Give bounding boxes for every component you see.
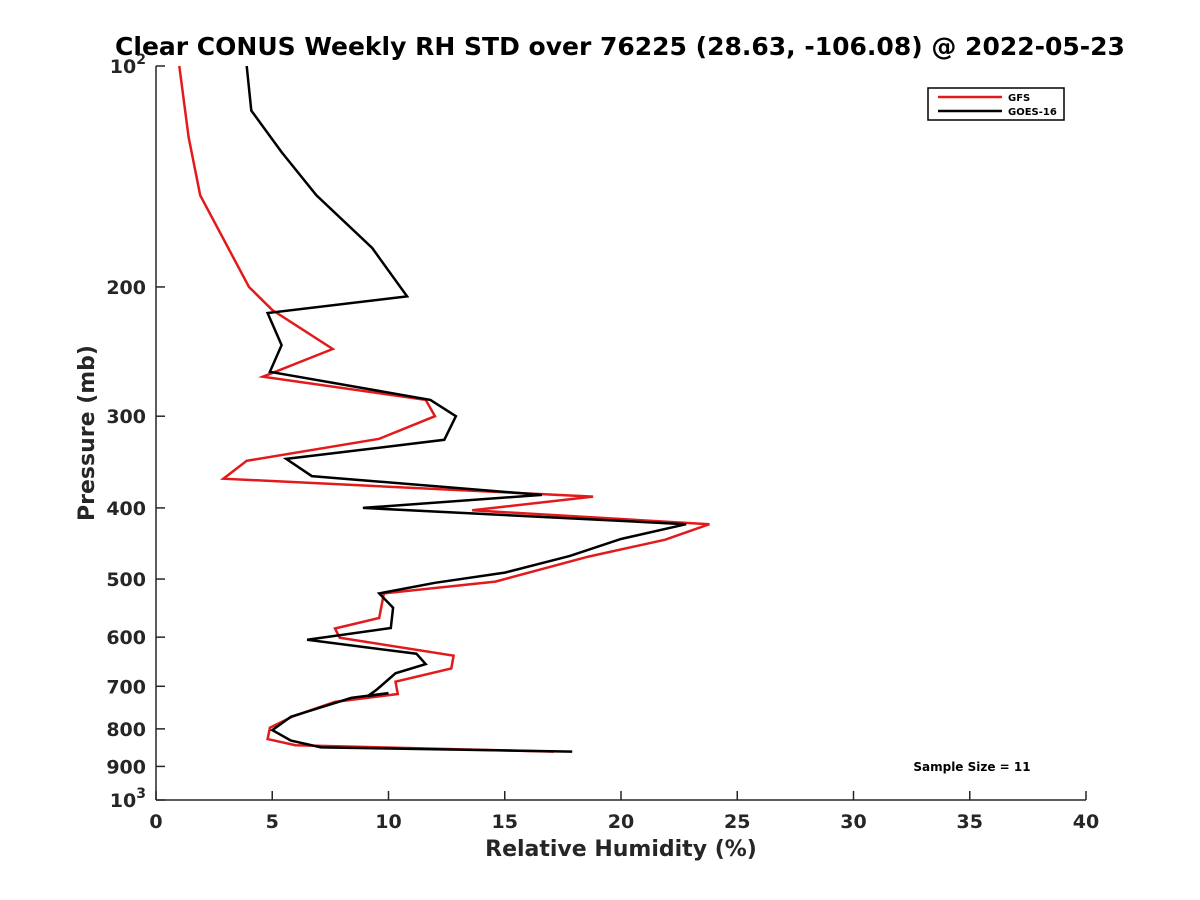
x-axis-label: Relative Humidity (%) (485, 837, 757, 862)
y-axis-label: Pressure (mb) (75, 345, 100, 521)
y-tick-label: 300 (106, 406, 146, 428)
plot-background (156, 66, 1086, 800)
x-tick-label: 35 (957, 811, 983, 833)
x-tick-label: 40 (1073, 811, 1099, 833)
y-tick-label: 900 (106, 756, 146, 778)
y-tick-label: 400 (106, 498, 146, 520)
y-tick-label: 103 (110, 786, 146, 812)
legend-box (927, 87, 1065, 121)
x-tick-label: 15 (492, 811, 518, 833)
legend-label-goes-16: GOES-16 (1008, 107, 1057, 118)
axes-layer: 0 5 10 15 20 25 30 35 40 102 200 300 400 500 600 700 800… (106, 52, 1099, 833)
series-layer (178, 65, 710, 753)
legend: GFS GOES-16 (927, 87, 1065, 121)
series-line-goes-16 (245, 65, 687, 753)
y-tick-label: 800 (106, 719, 146, 741)
x-tick-label: 5 (266, 811, 279, 833)
x-tick-label: 30 (840, 811, 866, 833)
plot-area (156, 66, 1086, 800)
y-tick-label: 200 (106, 277, 146, 299)
y-tick-label: 600 (106, 627, 146, 649)
x-tick-label: 25 (724, 811, 750, 833)
legend-label-gfs: GFS (1008, 93, 1030, 104)
x-tick-label: 0 (149, 811, 162, 833)
sample-size-annotation: Sample Size = 11 (913, 760, 1030, 774)
x-tick-label: 20 (608, 811, 634, 833)
x-tick-label: 10 (375, 811, 401, 833)
y-tick-label: 102 (110, 52, 146, 78)
chart-title: Clear CONUS Weekly RH STD over 76225 (28… (115, 32, 1125, 61)
y-tick-label: 700 (106, 676, 146, 698)
y-tick-label: 500 (106, 569, 146, 591)
